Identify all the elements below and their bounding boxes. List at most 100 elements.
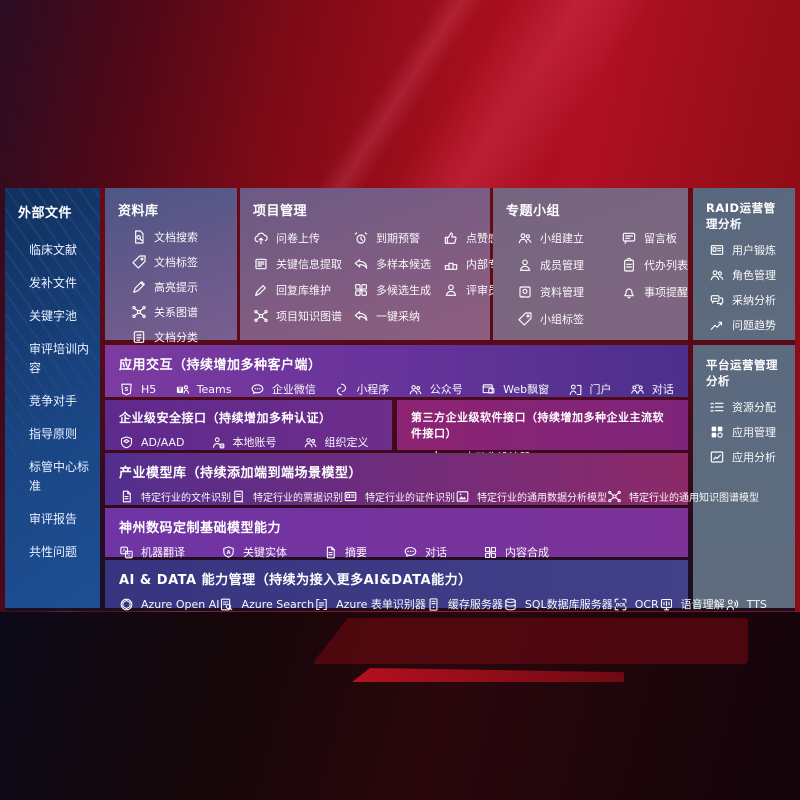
issue-trend: 问题趋势 — [709, 317, 795, 333]
chat-icon — [403, 545, 418, 560]
doc-tags: 文档标签 — [131, 254, 237, 270]
common-issues: 共性问题 — [29, 545, 78, 559]
people-icon — [303, 435, 318, 450]
doc-classify: 文档分类 — [131, 329, 237, 345]
message-board: 留言板 — [621, 230, 688, 246]
h5-icon: 5 — [119, 382, 134, 397]
cloud-upload-icon — [253, 230, 269, 246]
bell-icon — [621, 284, 637, 300]
bottom-red-trapezoid — [312, 618, 748, 664]
h5-client: 5 H5 — [119, 382, 156, 397]
portal-icon — [568, 382, 583, 397]
foundation-model-row: 神州数码定制基础模型能力 A 文机器翻译 A 关键实体 摘要 对话 内容合成 — [105, 508, 688, 560]
guiding-principles: 指导原则 — [29, 427, 78, 441]
data-library-list: 文档搜索 文档标签 高亮提示 关系图谱 文档分类 — [131, 229, 237, 345]
industry-data-analysis-model: 特定行业的通用数据分析模型 — [455, 489, 607, 504]
svg-text:A: A — [123, 548, 127, 554]
content-composition: 内容合成 — [483, 544, 549, 560]
person-badge-icon — [211, 435, 226, 450]
user-training: 用户锻炼 — [709, 242, 795, 258]
raid-analysis-list: 用户锻炼 角色管理 采纳分析 问题趋势 — [709, 242, 795, 333]
svg-text:T: T — [178, 387, 182, 393]
app-management: 应用管理 — [709, 424, 795, 440]
highlight-tips: 高亮提示 — [131, 279, 237, 295]
alarm-icon — [353, 230, 369, 246]
wecom-icon — [250, 382, 265, 397]
ocr: OCR OCR — [613, 597, 659, 612]
platform-analysis-panel: 平台运营管理分析 资源分配 应用管理 应用分析 — [693, 345, 795, 608]
material-management: 资料管理 — [517, 284, 613, 300]
resource-allocation: 资源分配 — [709, 399, 795, 415]
doc-search-icon — [131, 229, 147, 245]
ai-data-row: AI & DATA 能力管理（持续为接入更多AI&DATA能力） Azure O… — [105, 560, 767, 611]
relation-graph: 关系图谱 — [131, 304, 237, 320]
portal-client: 门户 — [568, 381, 612, 397]
app-interaction-row: 应用交互（持续增加多种客户端） 5 H5 T Teams 企业微信 小程序 公众号 Web飘窗… — [105, 345, 688, 397]
receipt-icon — [231, 489, 246, 504]
industry-model-title: 产业模型库（持续添加端到端场景模型） — [119, 466, 363, 481]
pen-icon — [253, 282, 269, 298]
grid-gen-icon — [483, 545, 498, 560]
sql-db-server: SQL数据库服务器 — [503, 596, 613, 612]
person-icon — [517, 257, 533, 273]
bbs-icon — [621, 230, 637, 246]
chat-analysis-icon — [709, 292, 725, 308]
svg-text:A: A — [227, 549, 231, 555]
project-management-list: 问卷上传到期预警点赞感谢关键信息提取多样本候选内部专家排名回复库维护多候选生成评… — [253, 230, 532, 324]
matter-reminder: 事项提醒 — [621, 284, 688, 300]
industry-invoice-recognition: 特定行业的票据识别 — [231, 489, 343, 504]
shield-ad-icon — [119, 435, 134, 450]
relation-graph-icon — [131, 304, 147, 320]
data-library-panel: 资料库 文档搜索 文档标签 高亮提示 关系图谱 文档分类 — [105, 188, 237, 344]
dialog-icon — [630, 382, 645, 397]
album-icon — [517, 284, 533, 300]
app-analysis: 应用分析 — [709, 449, 795, 465]
project-management-title: 项目管理 — [253, 204, 308, 219]
multi-candidate-generation: 多候选生成 — [353, 282, 439, 298]
project-management-panel: 项目管理 问卷上传到期预警点赞感谢关键信息提取多样本候选内部专家排名回复库维护多… — [240, 188, 532, 340]
org-definition-auth: 组织定义 — [303, 434, 369, 450]
member-management: 成员管理 — [517, 257, 613, 273]
database-icon — [503, 597, 518, 612]
review-reports: 审评报告 — [29, 512, 78, 526]
miniprogram-icon — [334, 382, 349, 397]
azure-openai: Azure Open AI — [119, 597, 219, 612]
thumbs-up-icon — [443, 230, 459, 246]
clinical-literature: 临床文献 — [29, 243, 78, 257]
project-knowledge-graph: 项目知识图谱 — [253, 308, 349, 324]
web-popup-client: Web飘窗 — [481, 381, 549, 397]
server-icon — [426, 597, 441, 612]
web-popup-icon — [481, 382, 496, 397]
key-entity: A 关键实体 — [221, 544, 287, 560]
ai-data-title: AI & DATA 能力管理（持续为接入更多AI&DATA能力） — [119, 573, 472, 588]
machine-translation: A 文机器翻译 — [119, 544, 185, 560]
data-library-title: 资料库 — [118, 204, 159, 219]
key-info-extraction: 关键信息提取 — [253, 256, 349, 272]
foundation-model-list: A 文机器翻译 A 关键实体 摘要 对话 内容合成 — [119, 544, 674, 560]
openai-icon — [119, 597, 134, 612]
topic-group-panel: 专题小组 小组建立 留言板 成员管理 代办列表 资料管理 事项提醒 小组标签 — [493, 188, 688, 340]
summary: 摘要 — [323, 544, 367, 560]
thirdparty-interface-title: 第三方企业级软件接口（持续增加多种企业主流软件接口） — [411, 411, 664, 440]
doc-classify-icon — [131, 329, 147, 345]
summary-doc-icon — [323, 545, 338, 560]
standards-center-standards: 标管中心标准 — [29, 460, 90, 493]
speech-understanding: 语音理解 — [659, 596, 725, 612]
role-management: 角色管理 — [709, 267, 795, 283]
official-account-client: 公众号 — [408, 381, 463, 397]
tag-icon — [131, 254, 147, 270]
reply-arrow-icon — [353, 308, 369, 324]
tag-icon — [517, 311, 533, 327]
svg-text:OCR: OCR — [615, 602, 625, 607]
search-doc-icon — [219, 597, 234, 612]
supplement-files: 发补文件 — [29, 276, 78, 290]
wecom-client: 企业微信 — [250, 381, 316, 397]
security-interface-title: 企业级安全接口（持续增加多种认证） — [119, 411, 332, 425]
industry-file-recognition: 特定行业的文件识别 — [119, 489, 231, 504]
app-interaction-list: 5 H5 T Teams 企业微信 小程序 公众号 Web飘窗 门户 对话 — [119, 381, 674, 397]
relation-graph-icon — [607, 489, 622, 504]
raid-analysis-panel: RAID运营管理分析 用户锻炼 角色管理 采纳分析 问题趋势 — [693, 188, 795, 340]
image-chart-icon — [455, 489, 470, 504]
sliders-list-icon — [709, 399, 725, 415]
